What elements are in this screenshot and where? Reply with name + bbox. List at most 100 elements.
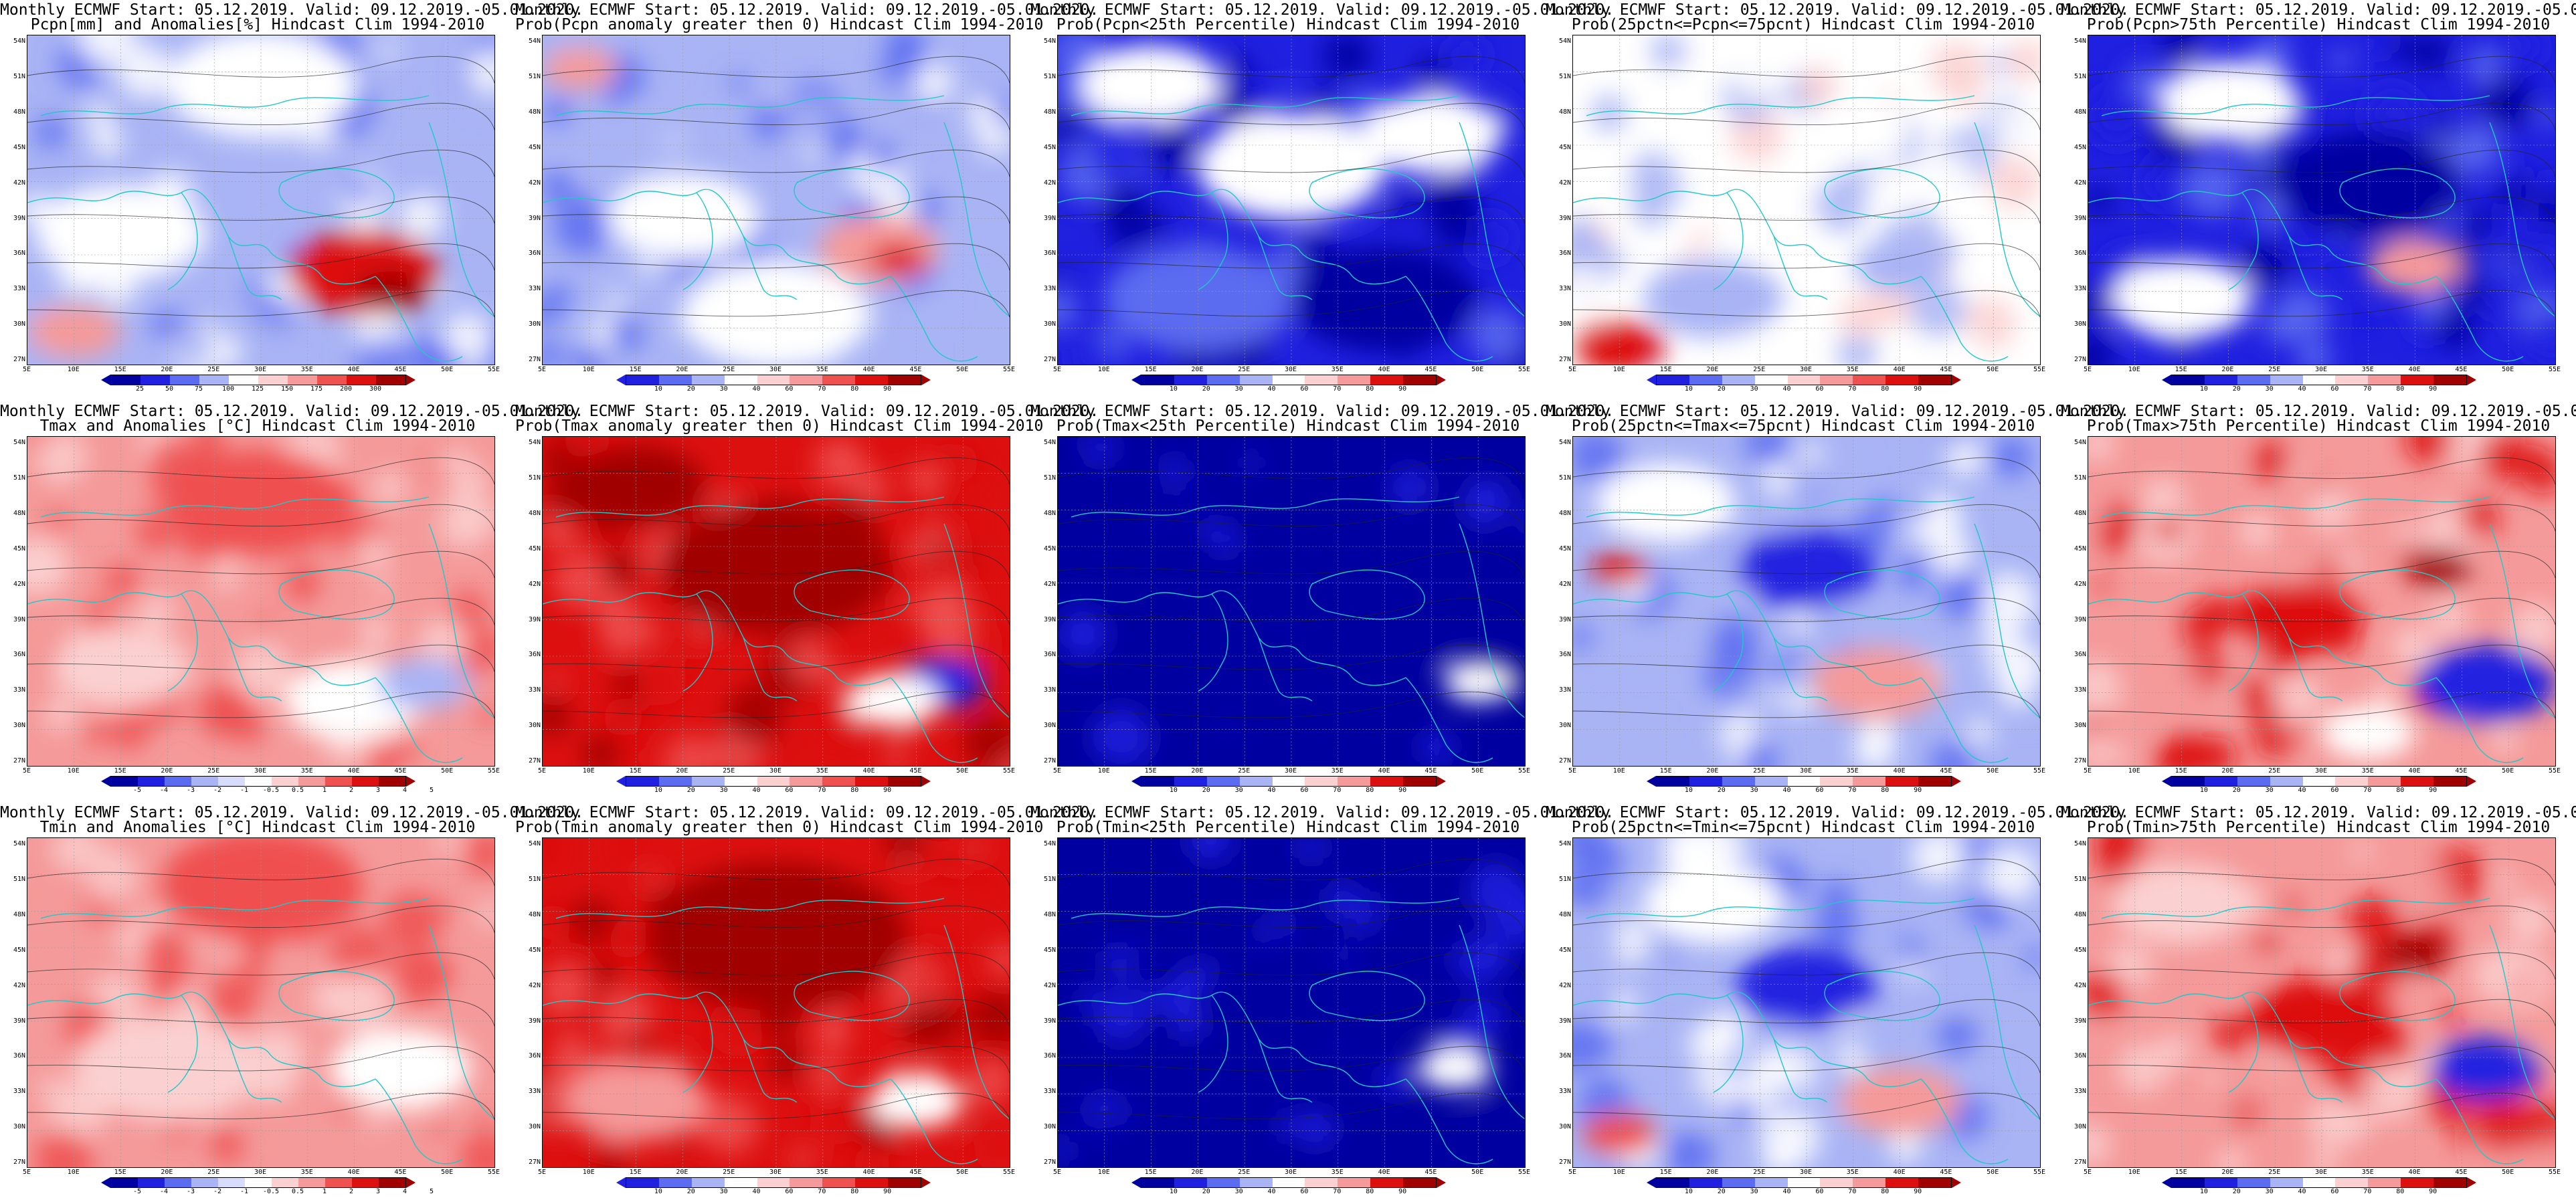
- colorbar-arrow-left: [1131, 776, 1141, 787]
- colorbar-label: 90: [883, 1188, 892, 1195]
- lon-label: 50E: [956, 366, 969, 373]
- lon-label: 50E: [1471, 767, 1484, 775]
- colorbar-label: 20: [1202, 385, 1210, 393]
- lat-label: 48N: [1558, 509, 1571, 517]
- colorbar: [2171, 1177, 2467, 1188]
- lon-label: 55E: [1002, 366, 1016, 373]
- panel-title-line2: Prob(Pcpn>75th Percentile) Hindcast Clim…: [2086, 16, 2551, 33]
- lat-label: 39N: [528, 615, 541, 623]
- panel-title-line2: Prob(Tmin<25th Percentile) Hindcast Clim…: [1056, 819, 1520, 836]
- colorbar-swatch: [1722, 777, 1755, 786]
- lat-label: 39N: [13, 214, 25, 222]
- colorbar-swatch: [691, 1178, 725, 1187]
- colorbar-swatch: [1918, 375, 1951, 385]
- colorbar-arrow-left: [2162, 776, 2171, 787]
- colorbar-swatch: [691, 375, 725, 385]
- map-area: [1572, 35, 2041, 365]
- colorbar-label: 5: [429, 787, 434, 794]
- colorbar-swatch: [2302, 1178, 2336, 1187]
- colorbar-swatch: [1403, 1178, 1436, 1187]
- lon-label: 10E: [67, 767, 80, 775]
- colorbar-label: 20: [2232, 1188, 2241, 1195]
- lat-label: 42N: [528, 179, 541, 187]
- panel-title-line1: Monthly ECMWF Start: 05.12.2019. Valid: …: [2061, 804, 2576, 821]
- colorbar-label: 60: [1300, 787, 1309, 794]
- lat-label: 27N: [2074, 1159, 2086, 1167]
- colorbar-swatch: [376, 375, 405, 385]
- lat-label: 33N: [1043, 1088, 1056, 1096]
- colorbar-swatch: [757, 1178, 790, 1187]
- lat-label: 48N: [528, 108, 541, 116]
- panel-title-line1: Monthly ECMWF Start: 05.12.2019. Valid: …: [1546, 1, 2130, 19]
- colorbar-swatch: [724, 375, 757, 385]
- colorbar-label: 60: [1815, 385, 1824, 393]
- lon-label: 5E: [2083, 767, 2092, 775]
- lon-label: 20E: [1706, 767, 1719, 775]
- colorbar-arrow-right: [1437, 776, 1446, 787]
- map-field: [1058, 35, 1525, 365]
- colorbar-swatch: [1272, 375, 1305, 385]
- lat-label: 45N: [528, 143, 541, 151]
- colorbar-arrow-left: [2162, 1177, 2171, 1188]
- lat-label: 27N: [2074, 757, 2086, 765]
- colorbar-label: 60: [2330, 1188, 2339, 1195]
- colorbar-arrow-right: [2467, 1177, 2476, 1188]
- colorbar: [1656, 1177, 1952, 1188]
- lat-label: 54N: [1558, 439, 1571, 446]
- map-area: [2088, 837, 2556, 1168]
- lon-label: 35E: [1331, 1169, 1344, 1176]
- lon-label: 45E: [2455, 767, 2468, 775]
- lon-label: 30E: [1799, 366, 1813, 373]
- colorbar-label: 40: [1267, 787, 1276, 794]
- colorbar-label: 4: [402, 1188, 407, 1195]
- lon-label: 20E: [1191, 1169, 1204, 1176]
- lon-label: 15E: [629, 767, 642, 775]
- lat-label: 27N: [1043, 757, 1056, 765]
- lat-label: 36N: [1558, 249, 1571, 258]
- lat-label: 48N: [13, 910, 25, 918]
- lat-label: 54N: [13, 439, 25, 446]
- lat-label: 48N: [1043, 509, 1056, 517]
- lon-label: 55E: [2033, 1169, 2046, 1176]
- lat-label: 33N: [528, 1088, 541, 1096]
- colorbar-label: 1: [322, 1188, 327, 1195]
- colorbar-swatch: [141, 375, 170, 385]
- lat-label: 42N: [528, 580, 541, 588]
- lat-label: 42N: [2074, 981, 2086, 989]
- lon-label: 25E: [1753, 1169, 1766, 1176]
- lon-label: 50E: [2502, 366, 2514, 373]
- lon-label: 25E: [723, 767, 735, 775]
- colorbar-swatch: [757, 375, 790, 385]
- lat-label: 51N: [13, 474, 25, 482]
- panel-title-line2: Prob(25pctn<=Tmax<=75pcnt) Hindcast Clim…: [1571, 417, 2035, 435]
- colorbar-label: 90: [1914, 1188, 1922, 1195]
- lon-label: 35E: [1846, 1169, 1859, 1176]
- colorbar-swatch: [1787, 375, 1821, 385]
- lon-label: 10E: [1613, 1169, 1625, 1176]
- lat-label: 27N: [13, 356, 25, 364]
- lon-label: 35E: [816, 366, 828, 373]
- lon-label: 5E: [1052, 366, 1062, 373]
- panel-title-line1: Monthly ECMWF Start: 05.12.2019. Valid: …: [1546, 804, 2130, 821]
- colorbar-label: 90: [1398, 1188, 1407, 1195]
- colorbar-label: 60: [785, 787, 794, 794]
- lon-label: 35E: [300, 1169, 313, 1176]
- colorbar-swatch: [379, 1178, 405, 1187]
- colorbar-label: 25: [135, 385, 145, 393]
- lon-label: 10E: [2128, 1169, 2140, 1176]
- lon-label: 30E: [1799, 767, 1813, 775]
- lon-label: 50E: [2502, 767, 2514, 775]
- colorbar: [626, 776, 921, 787]
- panel-title-line1: Monthly ECMWF Start: 05.12.2019. Valid: …: [2061, 403, 2576, 420]
- colorbar-label: 20: [2232, 385, 2241, 393]
- map-panel: Monthly ECMWF Start: 05.12.2019. Valid: …: [0, 0, 583, 401]
- colorbar-label: 80: [850, 787, 859, 794]
- colorbar-label: -1: [240, 1188, 249, 1195]
- colorbar-label: 20: [1202, 1188, 1210, 1195]
- map-field: [543, 838, 1010, 1167]
- panel-title-line2: Prob(Tmax>75th Percentile) Hindcast Clim…: [2086, 417, 2551, 435]
- colorbar-label: 60: [785, 385, 794, 393]
- lon-label: 5E: [2083, 1169, 2092, 1176]
- colorbar: [626, 1177, 921, 1188]
- lon-label: 15E: [114, 767, 126, 775]
